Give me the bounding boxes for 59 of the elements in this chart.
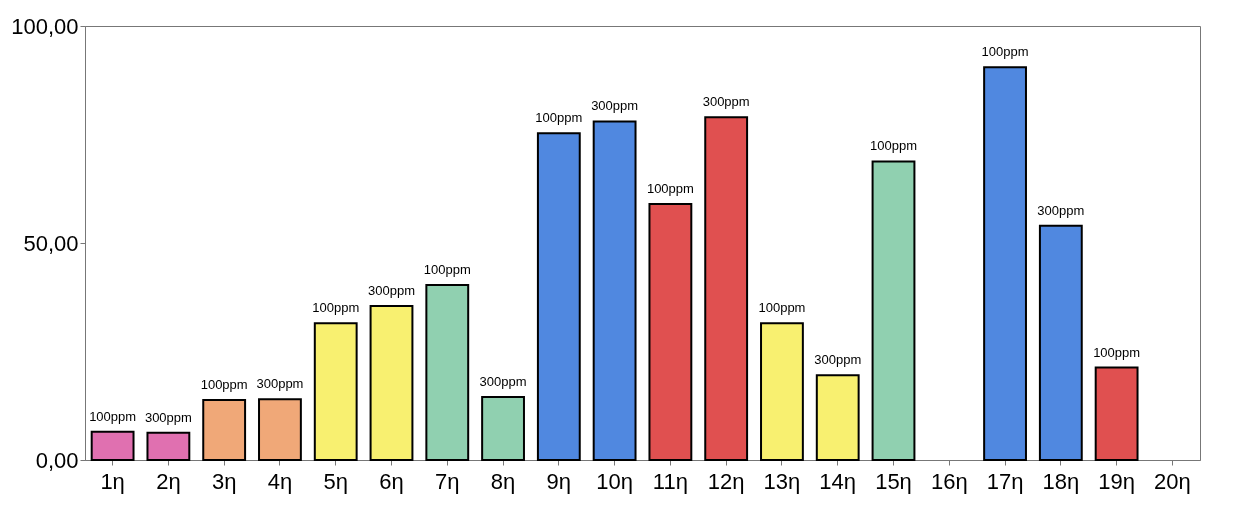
annotation: 100ppm xyxy=(312,300,360,316)
x-tick-label: 16η xyxy=(930,468,968,494)
bar xyxy=(425,284,470,461)
bar xyxy=(704,116,749,461)
bar xyxy=(592,120,637,461)
x-tick-label: 3η xyxy=(211,468,237,494)
annotation: 300ppm xyxy=(256,376,304,392)
annotation: 100ppm xyxy=(981,44,1029,60)
x-tick-label: 7η xyxy=(435,468,460,494)
annotation: 100ppm xyxy=(200,377,248,393)
bar xyxy=(202,399,247,461)
x-tick-label: 18η xyxy=(1042,468,1080,494)
x-tick-label: 19η xyxy=(1098,468,1135,494)
x-tick-label: 5η xyxy=(323,468,348,494)
annotation: 100ppm xyxy=(870,138,917,154)
x-tick-label: 12η xyxy=(707,468,745,494)
x-tick-label: 9η xyxy=(546,468,572,494)
x-tick-label: 6η xyxy=(379,468,404,494)
bar xyxy=(369,304,414,461)
x-tick-label: 17η xyxy=(986,468,1024,494)
bar xyxy=(760,322,804,461)
annotation: 100ppm xyxy=(758,300,806,316)
annotation: 100ppm xyxy=(646,180,694,196)
bar xyxy=(536,132,581,461)
x-tick-label: 13η xyxy=(763,468,801,494)
bar xyxy=(1094,366,1139,461)
bar xyxy=(815,374,860,461)
annotation: 300ppm xyxy=(1037,202,1085,218)
x-tick-label: 14η xyxy=(819,468,857,494)
annotation: 300ppm xyxy=(144,409,192,425)
annotation: 300ppm xyxy=(814,352,862,368)
x-tick-label: 11η xyxy=(652,468,688,494)
annotation: 100ppm xyxy=(535,110,583,126)
x-tick-label: 4η xyxy=(267,468,293,494)
annotation: 100ppm xyxy=(89,408,137,424)
bar xyxy=(648,202,693,461)
y-tick-label: 0,00 xyxy=(35,447,79,473)
annotation: 100ppm xyxy=(423,262,471,278)
x-tick-label: 15η xyxy=(875,468,912,494)
y-tick-label: 100,00 xyxy=(11,13,79,39)
x-tick-label: 1η xyxy=(100,468,125,494)
x-tick-label: 8η xyxy=(490,468,516,494)
bar xyxy=(90,430,135,461)
bar xyxy=(146,431,191,461)
bar xyxy=(1038,224,1083,461)
x-tick-label: 20η xyxy=(1154,468,1191,494)
bar xyxy=(871,160,916,461)
bar xyxy=(313,322,358,461)
bar xyxy=(983,66,1027,461)
annotation: 300ppm xyxy=(591,98,639,114)
annotation: 100ppm xyxy=(1093,344,1141,360)
annotation: 300ppm xyxy=(702,94,750,110)
x-tick-label: 2η xyxy=(156,468,181,494)
x-tick-label: 10η xyxy=(596,468,633,494)
bar xyxy=(481,396,525,461)
annotation: 300ppm xyxy=(368,282,415,298)
y-tick-label: 50,00 xyxy=(23,230,79,256)
bar xyxy=(258,398,302,461)
annotation: 300ppm xyxy=(479,374,527,390)
